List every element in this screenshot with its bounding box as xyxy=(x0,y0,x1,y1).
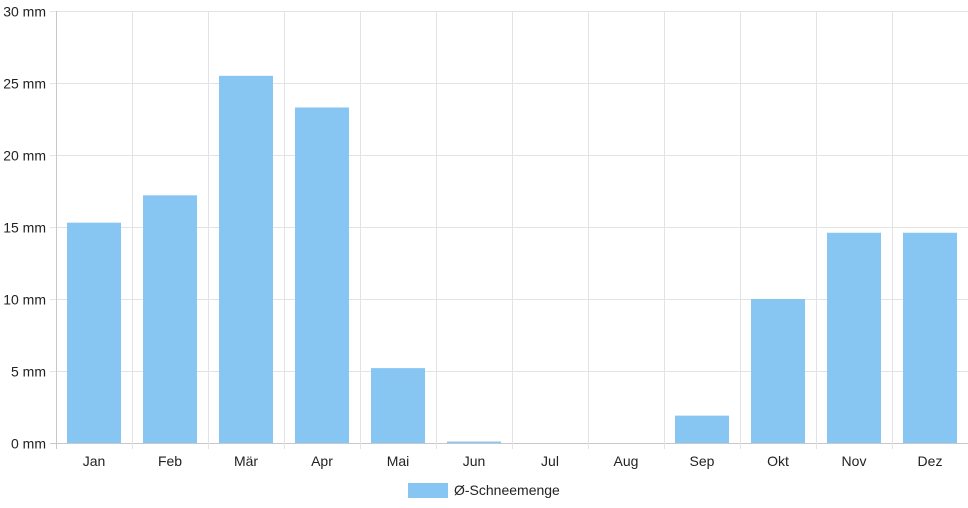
y-tick-label: 30 mm xyxy=(3,4,46,20)
y-axis: 0 mm 5 mm 10 mm 15 mm 20 mm 25 mm 30 mm xyxy=(3,4,46,452)
x-tick-label: Apr xyxy=(311,453,333,469)
x-tick-label: Jul xyxy=(541,453,559,469)
y-tick-label: 10 mm xyxy=(3,292,46,308)
bar-nov[interactable] xyxy=(827,232,881,443)
x-tick-label: Aug xyxy=(614,453,639,469)
legend-label[interactable]: Ø-Schneemenge xyxy=(454,482,560,498)
x-tick-label: Jan xyxy=(83,453,106,469)
x-tick-label: Dez xyxy=(918,453,943,469)
x-axis: Jan Feb Mär Apr Mai Jun Jul Aug Sep Okt Nov Dez xyxy=(83,453,943,469)
grid-lines xyxy=(50,11,968,449)
bar-mai[interactable] xyxy=(371,368,425,443)
x-tick-label: Sep xyxy=(690,453,715,469)
x-tick-label: Nov xyxy=(842,453,867,469)
y-tick-label: 15 mm xyxy=(3,220,46,236)
y-tick-label: 0 mm xyxy=(11,436,46,452)
bar-jan[interactable] xyxy=(67,222,121,443)
y-tick-label: 5 mm xyxy=(11,364,46,380)
x-tick-label: Feb xyxy=(158,453,182,469)
bars xyxy=(67,75,957,444)
legend[interactable]: Ø-Schneemenge xyxy=(408,482,560,498)
bar-jun[interactable] xyxy=(447,441,501,443)
bar-mär[interactable] xyxy=(219,75,273,444)
x-tick-label: Mai xyxy=(387,453,410,469)
y-tick-label: 25 mm xyxy=(3,76,46,92)
bar-feb[interactable] xyxy=(143,195,197,443)
x-tick-label: Jun xyxy=(463,453,486,469)
x-tick-label: Mär xyxy=(234,453,258,469)
bar-apr[interactable] xyxy=(295,107,349,443)
x-tick-label: Okt xyxy=(767,453,789,469)
bar-sep[interactable] xyxy=(675,415,729,443)
legend-swatch[interactable] xyxy=(408,483,448,498)
y-tick-label: 20 mm xyxy=(3,148,46,164)
bar-okt[interactable] xyxy=(751,299,805,443)
bar-dez[interactable] xyxy=(903,232,957,443)
